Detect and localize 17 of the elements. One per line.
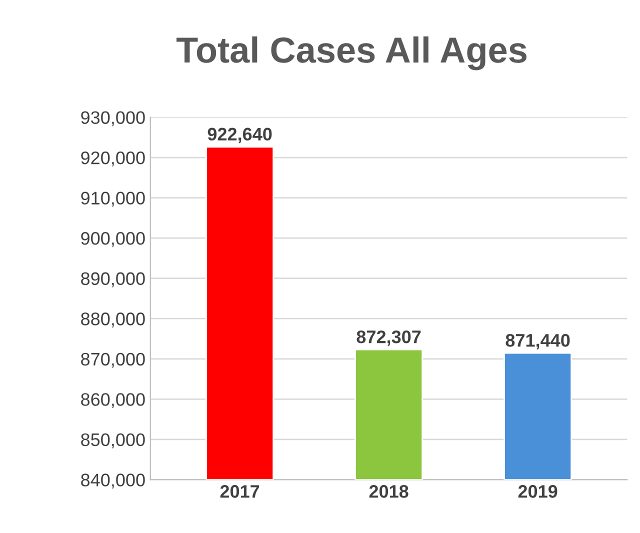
data-label: 922,640 — [208, 128, 272, 144]
y-tick-label: 860,000 — [81, 393, 145, 408]
y-tick-label: 840,000 — [81, 474, 145, 489]
y-tick-label: 890,000 — [81, 272, 145, 288]
y-tick-label: 930,000 — [81, 111, 145, 126]
x-tick-label: 2018 — [369, 485, 408, 498]
data-label: 872,307 — [356, 330, 421, 346]
y-tick-label: 850,000 — [81, 433, 145, 448]
chart-title: Total Cases All Ages — [176, 36, 526, 70]
y-tick-label: 870,000 — [81, 352, 145, 368]
y-tick-label: 880,000 — [81, 312, 145, 328]
y-tick-label: 900,000 — [81, 232, 145, 247]
x-tick-label: 2017 — [220, 485, 260, 498]
data-label: 871,440 — [506, 334, 570, 350]
y-tick-label: 920,000 — [81, 151, 145, 166]
y-tick-label: 910,000 — [81, 192, 145, 207]
x-tick-label: 2019 — [518, 485, 558, 498]
